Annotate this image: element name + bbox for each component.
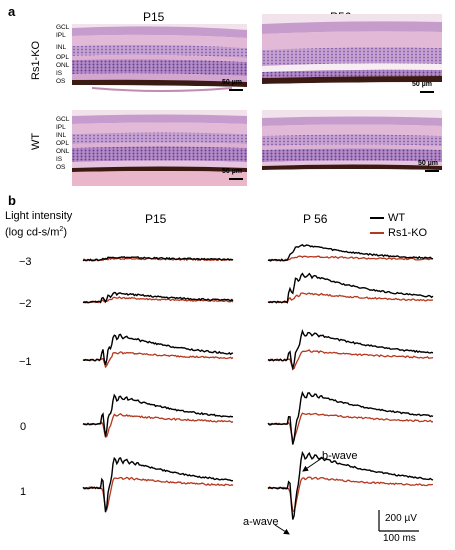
layer-inl: INL — [56, 44, 67, 51]
intensity-label-m2: −2 — [19, 298, 32, 310]
legend-swatch-wt — [370, 216, 384, 219]
scale-label-wt-p15: 50 µm — [222, 168, 242, 175]
trace-p56-wt-row1 — [267, 272, 434, 304]
intensity-label-m1: −1 — [19, 356, 32, 368]
trace-p15-wt-row1 — [82, 291, 234, 304]
layer-is: IS — [56, 156, 63, 163]
trace-p15-ko-row3 — [82, 413, 234, 438]
scalebar-ko-p56 — [420, 91, 434, 93]
layer-gcl: GCL — [56, 116, 70, 123]
histology-ko-p56 — [262, 14, 442, 100]
layer-ipl: IPL — [56, 124, 66, 131]
scalebar-wt-p56 — [425, 170, 439, 172]
trace-p15-wt-row4 — [82, 456, 234, 513]
layer-onl: ONL — [56, 148, 70, 155]
histology-wt-p15 — [72, 110, 247, 186]
panel-b-col-p56: P 56 — [303, 212, 328, 226]
trace-p56-wt-row3 — [267, 390, 434, 445]
legend-item-wt: WT — [370, 210, 427, 225]
panel-a-col-p15: P15 — [143, 10, 165, 24]
b-wave-label: b-wave — [322, 450, 358, 462]
trace-p15-wt-row3 — [82, 393, 234, 437]
trace-p56-wt-row4 — [267, 450, 434, 520]
legend-label-rs1ko: Rs1-KO — [388, 226, 428, 239]
layer-os: OS — [56, 78, 66, 85]
a-wave-label: a-wave — [243, 516, 279, 528]
trace-p56-ko-row3 — [267, 412, 434, 441]
trace-p56-ko-row1 — [267, 292, 434, 304]
trace-p15-ko-row2 — [82, 351, 234, 369]
layer-opl: OPL — [56, 54, 70, 61]
trace-p15-ko-row4 — [82, 476, 234, 511]
panel-b-col-p15: P15 — [145, 212, 167, 226]
trace-p15-ko-row1 — [82, 296, 234, 304]
a-wave-arrow — [274, 524, 290, 535]
layer-is: IS — [56, 70, 63, 77]
trace-p15-wt-row0 — [82, 255, 234, 262]
layer-gcl: GCL — [56, 24, 70, 31]
layer-opl: OPL — [56, 140, 70, 147]
legend-swatch-rs1ko — [370, 231, 384, 234]
trace-p56-ko-row2 — [268, 349, 434, 371]
trace-p56-ko-row0 — [267, 255, 434, 262]
layer-labels-wt: GCL IPL INL OPL ONL IS OS — [56, 116, 69, 172]
scale-time-label: 100 ms — [383, 533, 416, 544]
panel-a-label: a — [8, 4, 16, 19]
intensity-label-0: 0 — [20, 421, 27, 433]
intensity-label-1: 1 — [20, 486, 27, 498]
scale-label-wt-p56: 50 µm — [418, 160, 438, 167]
b-wave-arrow — [302, 457, 323, 472]
trace-p15-wt-row2 — [82, 333, 234, 366]
intensity-title-line2: (log cd-s/m2) — [5, 226, 67, 239]
scale-label-ko-p15: 50 µm — [222, 79, 242, 86]
trace-p56-wt-row0 — [267, 243, 434, 262]
layer-onl: ONL — [56, 62, 70, 69]
layer-ipl: IPL — [56, 32, 66, 39]
scale-label-ko-p56: 50 µm — [412, 81, 432, 88]
legend-label-wt: WT — [388, 211, 406, 224]
intensity-label-m3: −3 — [19, 256, 32, 268]
scalebar-ko-p15 — [229, 89, 243, 91]
histology-wt-p56 — [262, 110, 442, 186]
layer-labels-ko: GCL IPL INL OPL ONL IS OS — [56, 24, 69, 86]
panel-b-label: b — [8, 193, 16, 208]
intensity-title: Light intensity (log cd-s/m2) — [5, 210, 72, 240]
traces-group — [82, 243, 434, 520]
scale-voltage-label: 200 µV — [385, 513, 417, 524]
trace-p56-wt-row2 — [267, 328, 434, 371]
intensity-title-line1: Light intensity — [5, 210, 73, 222]
legend: WT Rs1-KO — [370, 210, 427, 240]
scalebar-wt-p15 — [229, 178, 243, 180]
layer-inl: INL — [56, 132, 67, 139]
histology-ko-p15 — [72, 24, 247, 100]
layer-os: OS — [56, 164, 66, 171]
legend-item-rs1ko: Rs1-KO — [370, 225, 427, 240]
